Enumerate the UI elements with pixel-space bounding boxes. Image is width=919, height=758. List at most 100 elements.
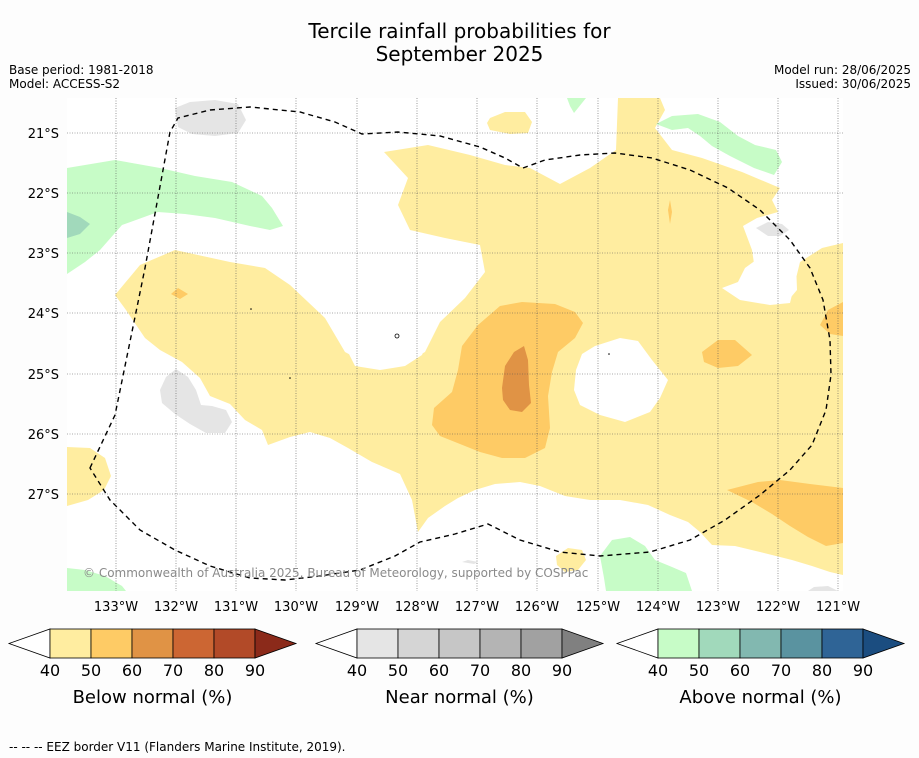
above-40-region-west: [67, 160, 283, 274]
below-50-spot-1: [171, 288, 188, 299]
colorbar-tick-label: 80: [812, 661, 832, 680]
colorbar: 40 50 60 70 80 90 Near normal (%): [314, 628, 605, 708]
longitude-labels: 133°W 132°W 131°W 130°W 129°W 128°W 127°W 126°W…: [94, 600, 860, 615]
lon-label: 131°W: [214, 600, 258, 615]
lat-label: 23°S: [28, 247, 59, 262]
latitude-labels: 21°S 22°S 23°S 24°S 25°S 26°S 27°S: [28, 127, 59, 503]
map-area: © Commonwealth of Australia 2025, Bureau…: [67, 98, 843, 591]
eez-footnote: -- -- -- EEZ border V11 (Flanders Marine…: [9, 740, 346, 754]
grid-lines: [67, 98, 843, 591]
meta-left: Base period: 1981-2018 Model: ACCESS-S2: [9, 63, 154, 91]
colorbar-tick-label: 60: [122, 661, 142, 680]
colorbar-tick-label: 90: [853, 661, 873, 680]
below-50-region-east: [702, 340, 752, 368]
lat-label: 27°S: [28, 488, 59, 503]
title-line-2: September 2025: [375, 42, 544, 66]
colorbar-segment: [49, 628, 92, 659]
colorbar-segment: [356, 628, 399, 659]
meta-right: Model run: 28/06/2025 Issued: 30/06/2025: [774, 63, 911, 91]
lon-label: 124°W: [636, 600, 680, 615]
below-40-region-west: [67, 447, 111, 506]
below-50-region-southeast: [727, 480, 843, 546]
issued-date: Issued: 30/06/2025: [795, 77, 911, 91]
lon-label: 130°W: [274, 600, 318, 615]
island-speck: [289, 377, 291, 379]
colorbar-segment: [698, 628, 741, 659]
copyright-text: © Commonwealth of Australia 2025, Bureau…: [83, 566, 588, 580]
lon-label: 127°W: [455, 600, 499, 615]
colorbar-tick-label: 70: [163, 661, 183, 680]
colorbar-min-triangle: [7, 628, 51, 659]
island-speck: [250, 308, 252, 310]
colorbar-tick-label: 50: [81, 661, 101, 680]
colorbar: 40 50 60 70 80 90 Above normal (%): [615, 628, 906, 708]
colorbar-segment: [438, 628, 481, 659]
model-name: Model: ACCESS-S2: [9, 77, 121, 91]
colorbar-segment: [821, 628, 864, 659]
lon-label: 123°W: [696, 600, 740, 615]
lon-label: 121°W: [816, 600, 860, 615]
colorbar-max-triangle: [561, 628, 605, 659]
colorbar-title: Above normal (%): [679, 687, 841, 708]
island-speck: [394, 333, 400, 339]
colorbar-title: Below normal (%): [73, 687, 233, 708]
colorbar-segment: [657, 628, 700, 659]
colorbar-segment: [780, 628, 823, 659]
below-60-region: [502, 346, 531, 412]
colorbar-legends: 40 50 60 70 80 90 Below normal (%) 40 50 60 70 80 90…: [7, 628, 906, 708]
lon-label: 132°W: [154, 600, 198, 615]
colorbar-segment: [90, 628, 133, 659]
colorbar-tick-label: 60: [429, 661, 449, 680]
colorbar-tick-label: 90: [552, 661, 572, 680]
base-period: Base period: 1981-2018: [9, 63, 154, 77]
colorbar-max-triangle: [862, 628, 906, 659]
colorbar-tick-label: 80: [204, 661, 224, 680]
below-40-region-south: [556, 548, 586, 572]
above-50-region: [67, 212, 90, 238]
near-40-region-corner: [808, 586, 838, 591]
lat-label: 22°S: [28, 187, 59, 202]
hole-northeast: [738, 252, 797, 303]
below-50-spot-2: [668, 200, 672, 224]
colorbar-tick-label: 50: [388, 661, 408, 680]
title-line-1: Tercile rainfall probabilities for: [308, 19, 611, 43]
colorbar-segment: [479, 628, 522, 659]
lon-label: 133°W: [94, 600, 138, 615]
lat-label: 21°S: [28, 127, 59, 142]
island-speck: [608, 353, 610, 355]
colorbar-tick-label: 90: [245, 661, 265, 680]
colorbar-tick-label: 60: [730, 661, 750, 680]
lon-label: 128°W: [395, 600, 439, 615]
hole-east: [574, 338, 668, 422]
near-40-region-east: [756, 222, 789, 236]
above-40-region-north: [567, 98, 586, 113]
model-run: Model run: 28/06/2025: [773, 63, 911, 77]
lat-label: 24°S: [28, 307, 59, 322]
colorbar-tick-label: 40: [40, 661, 60, 680]
above-40-region-southwest: [67, 568, 126, 591]
colorbar-tick-label: 70: [470, 661, 490, 680]
above-40-region-northeast: [656, 114, 782, 175]
lon-label: 129°W: [335, 600, 379, 615]
above-40-region-south: [600, 537, 692, 591]
near-40-region-west: [160, 369, 232, 433]
lon-label: 122°W: [756, 600, 800, 615]
colorbar-segment: [172, 628, 215, 659]
lat-label: 25°S: [28, 368, 59, 383]
hole-central: [340, 313, 428, 370]
colorbar-tick-label: 70: [771, 661, 791, 680]
below-40-region-north: [487, 112, 532, 134]
colorbar-title: Near normal (%): [385, 687, 534, 708]
colorbar-tick-label: 40: [347, 661, 367, 680]
colorbar-segment: [397, 628, 440, 659]
colorbar-segment: [131, 628, 174, 659]
colorbar-min-triangle: [314, 628, 358, 659]
colorbar-segment: [213, 628, 256, 659]
colorbar-min-triangle: [615, 628, 659, 659]
lon-label: 125°W: [576, 600, 620, 615]
colorbar-tick-label: 80: [511, 661, 531, 680]
colorbar-segment: [739, 628, 782, 659]
near-40-spot: [462, 560, 478, 564]
chart-title: Tercile rainfall probabilities for Septe…: [0, 20, 919, 66]
